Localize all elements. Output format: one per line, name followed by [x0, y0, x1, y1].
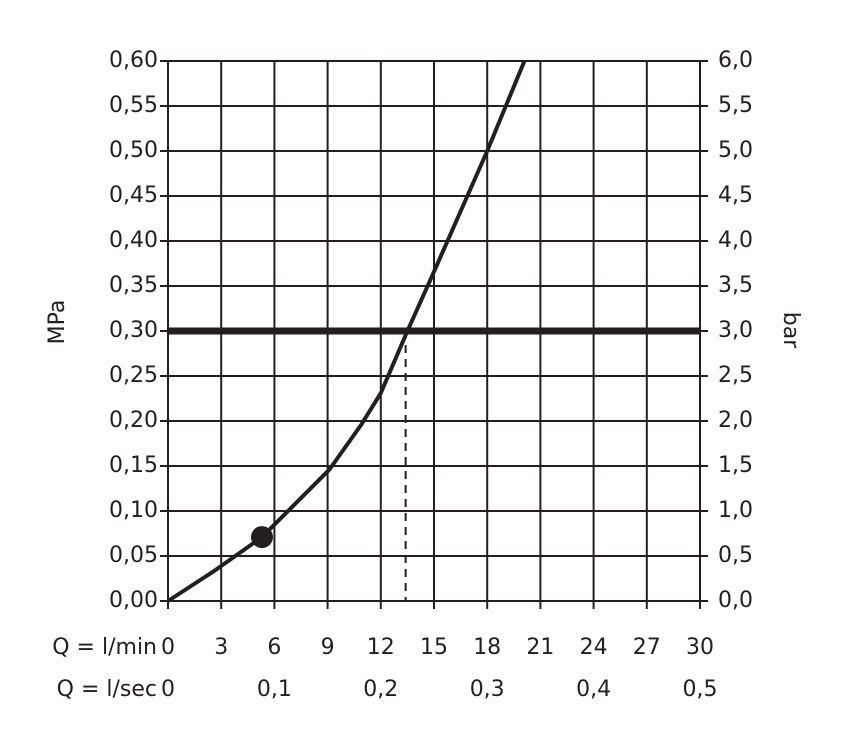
x-tick-label: 12 — [367, 635, 395, 660]
y2-tick-label: 4,5 — [718, 183, 753, 208]
x2-axis-label: Q = l/sec — [57, 677, 157, 702]
y-tick-label: 0,25 — [109, 363, 158, 388]
x-tick-label: 27 — [633, 635, 661, 660]
x-tick-label: 3 — [214, 635, 228, 660]
x2-tick-label: 0,4 — [576, 677, 611, 702]
x-tick-label: 18 — [473, 635, 501, 660]
x-tick-label: 6 — [267, 635, 281, 660]
x2-tick-label: 0,1 — [257, 677, 292, 702]
x-tick-label: 9 — [321, 635, 335, 660]
x2-tick-label: 0,5 — [683, 677, 718, 702]
y-tick-label: 0,00 — [109, 588, 158, 613]
y-tick-label: 0,55 — [109, 93, 158, 118]
x2-tick-label: 0,3 — [470, 677, 505, 702]
x-tick-label: 30 — [686, 635, 714, 660]
y2-tick-label: 3,5 — [718, 273, 753, 298]
x2-tick-label: 0 — [161, 677, 175, 702]
y-tick-label: 0,10 — [109, 498, 158, 523]
y-tick-label: 0,50 — [109, 138, 158, 163]
y-tick-label: 0,45 — [109, 183, 158, 208]
x-tick-label: 24 — [580, 635, 608, 660]
operating-point — [250, 526, 273, 549]
y2-tick-label: 1,5 — [718, 453, 753, 478]
y2-tick-label: 0,5 — [718, 543, 753, 568]
y-tick-label: 0,35 — [109, 273, 158, 298]
y2-tick-label: 5,0 — [718, 138, 753, 163]
y2-tick-label: 2,5 — [718, 363, 753, 388]
y2-tick-label: 3,0 — [718, 318, 753, 343]
y2-tick-label: 2,0 — [718, 408, 753, 433]
x-axis-label: Q = l/min — [52, 635, 157, 660]
y-tick-label: 0,05 — [109, 543, 158, 568]
y-tick-label: 0,20 — [109, 408, 158, 433]
curve — [166, 60, 527, 603]
y2-axis-label: bar — [778, 312, 803, 349]
y2-tick-label: 1,0 — [718, 498, 753, 523]
x-tick-label: 21 — [526, 635, 554, 660]
x-tick-label: 15 — [420, 635, 448, 660]
y-tick-label: 0,30 — [109, 318, 158, 343]
y-axis-label: MPa — [45, 300, 70, 345]
y-tick-label: 0,15 — [109, 453, 158, 478]
y-tick-label: 0,60 — [109, 48, 158, 73]
y2-tick-label: 0,0 — [718, 588, 753, 613]
x2-tick-label: 0,2 — [363, 677, 398, 702]
y-tick-label: 0,40 — [109, 228, 158, 253]
x-tick-label: 0 — [161, 635, 175, 660]
y2-tick-label: 4,0 — [718, 228, 753, 253]
y2-tick-label: 5,5 — [718, 93, 753, 118]
y2-tick-label: 6,0 — [718, 48, 753, 73]
